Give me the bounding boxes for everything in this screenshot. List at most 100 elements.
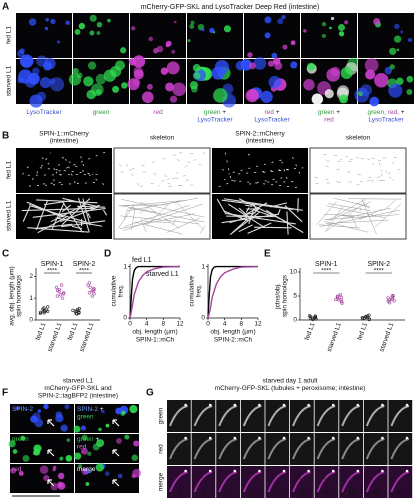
peroxisome [307, 403, 310, 407]
peroxisome [331, 469, 335, 473]
signal [22, 205, 31, 222]
data-point [61, 296, 65, 300]
signal [148, 36, 154, 42]
time-label: 30 [323, 490, 331, 497]
signal [166, 61, 180, 75]
signal [96, 31, 101, 35]
signal [132, 468, 142, 478]
x-tick-label: fed L1 [304, 322, 317, 342]
panel-label: B [2, 131, 9, 142]
signal [35, 200, 49, 230]
panel-title: starved L1 [63, 378, 94, 385]
label-part: green [204, 109, 221, 116]
micrograph [16, 13, 72, 58]
signal [121, 82, 128, 89]
tubule [341, 471, 361, 493]
signal [190, 20, 195, 25]
signal [329, 26, 332, 30]
data-point [313, 314, 317, 318]
micrograph [301, 13, 357, 58]
micrograph [339, 433, 363, 465]
signal [18, 470, 24, 476]
signal [338, 31, 345, 37]
signal [213, 88, 228, 103]
signal [36, 199, 98, 204]
signal [396, 77, 404, 85]
signal [245, 207, 250, 213]
signal [28, 72, 40, 85]
x-tick-label: 0 [206, 321, 210, 328]
x-tick-label: fed L1 [35, 322, 48, 342]
label-part: + [94, 436, 100, 443]
micrograph [244, 13, 300, 58]
tubule [341, 438, 361, 460]
data-point [77, 310, 81, 314]
peroxisome [282, 436, 286, 440]
signal [171, 49, 176, 54]
signal [89, 14, 97, 22]
signal [34, 418, 44, 428]
signal [253, 56, 267, 70]
skeleton [324, 206, 344, 233]
signal [61, 220, 106, 228]
label-part: + [98, 406, 104, 413]
data-point [59, 293, 63, 297]
signal [131, 26, 136, 31]
significance: **** [321, 268, 332, 275]
time-label: 0 [177, 490, 181, 497]
signal [282, 44, 288, 50]
signal [247, 152, 254, 156]
tubule [267, 438, 287, 460]
arrow [112, 419, 120, 427]
label-part: LysoTracker [254, 116, 290, 123]
signal [57, 472, 65, 480]
label-part: SPIN-2 [12, 406, 33, 413]
signal [107, 18, 111, 23]
skeleton [118, 204, 157, 213]
data-point [386, 296, 390, 300]
data-point [59, 283, 64, 287]
skeleton [314, 176, 339, 183]
signal [82, 198, 91, 226]
panel-label: D [104, 249, 111, 260]
data-point [391, 294, 395, 298]
signal [173, 20, 177, 24]
data-point [363, 315, 368, 319]
label-part: red [77, 443, 87, 450]
signal [44, 26, 49, 31]
label-part: merge [77, 466, 96, 473]
time-label: 40 [372, 490, 380, 497]
group-label: SPIN-1 [41, 261, 64, 268]
micrograph [240, 400, 265, 432]
signal [29, 203, 31, 206]
signal [87, 451, 92, 456]
data-point [87, 291, 92, 295]
signal [133, 440, 140, 447]
signal [60, 424, 68, 432]
skeleton [120, 215, 199, 224]
peroxisome [356, 469, 360, 473]
signal [192, 63, 201, 72]
signal [44, 57, 56, 70]
skeleton [334, 198, 370, 207]
group-label: SPIN-2 [73, 261, 96, 268]
signal [73, 425, 81, 433]
x-tick-label: 12 [254, 321, 262, 328]
signal [124, 434, 130, 440]
micrograph [314, 433, 339, 465]
tubule [267, 405, 287, 427]
x-tick-label: 0 [128, 321, 132, 328]
time-label: 15 [249, 490, 257, 497]
signal [303, 79, 315, 91]
signal [264, 32, 271, 39]
x-tick-label: 8 [162, 321, 166, 328]
signal [39, 465, 49, 474]
signal [131, 454, 138, 461]
peroxisome [381, 403, 384, 407]
label-part: green [77, 413, 94, 420]
signal [127, 78, 140, 91]
label: LysoTracker [254, 116, 290, 123]
micrograph [314, 400, 339, 432]
signal [160, 67, 169, 75]
skeleton [168, 184, 193, 187]
